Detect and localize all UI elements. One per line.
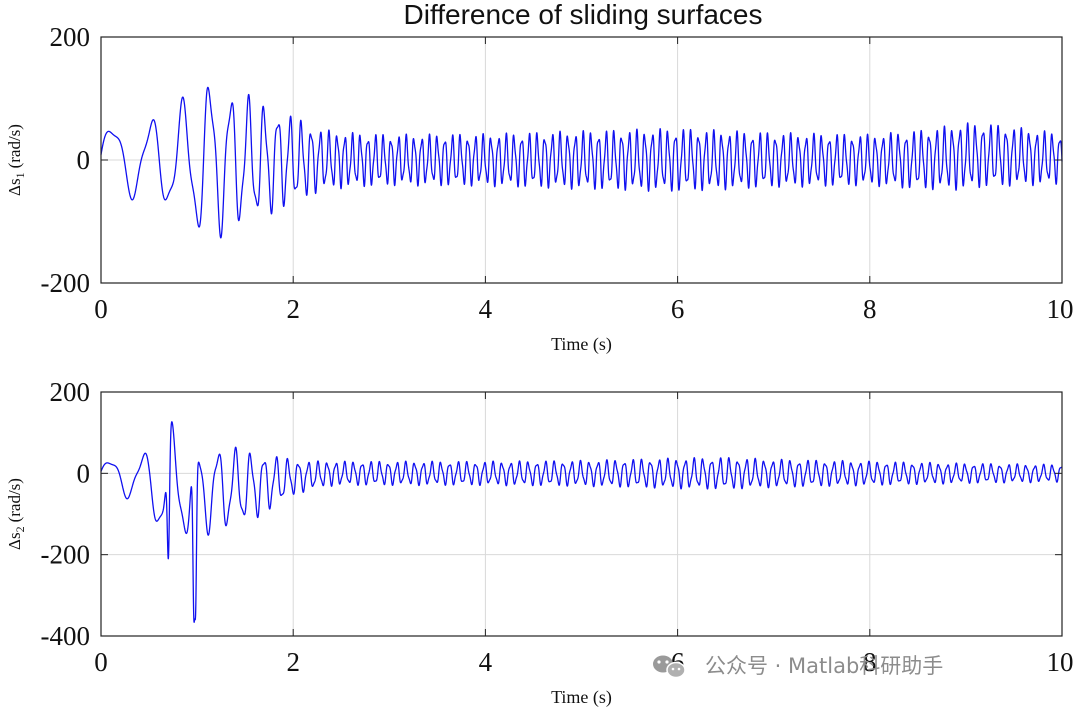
top-yaxis-label: Δs1 (rad/s) bbox=[5, 124, 27, 196]
bottom-xtick-label-4: 8 bbox=[863, 647, 877, 677]
bottom-yaxis-label-unit: (rad/s) bbox=[5, 478, 24, 522]
top-ytick-label-1: 0 bbox=[77, 145, 91, 175]
top-xtick-label-4: 8 bbox=[863, 294, 877, 324]
top-xtick-label-0: 0 bbox=[94, 294, 108, 324]
top-yaxis-label-main: Δs bbox=[5, 178, 24, 196]
bottom-ytick-label-0: -400 bbox=[41, 621, 91, 651]
top-xtick-label-3: 6 bbox=[671, 294, 685, 324]
bottom-xtick-label-2: 4 bbox=[479, 647, 493, 677]
top-xaxis-label: Time (s) bbox=[551, 334, 612, 355]
bottom-ytick-label-2: 0 bbox=[77, 458, 91, 488]
top-ytick-label-2: 200 bbox=[50, 22, 91, 52]
top-xtick-label-1: 2 bbox=[286, 294, 300, 324]
bottom-xtick-label-5: 10 bbox=[1047, 647, 1074, 677]
top-yaxis-label-unit: (rad/s) bbox=[5, 124, 24, 168]
bottom-axes-frame bbox=[100, 391, 1063, 637]
top-ytick-label-0: -200 bbox=[41, 268, 91, 298]
bottom-xtick-label-0: 0 bbox=[94, 647, 108, 677]
bottom-yaxis-label: Δs2 (rad/s) bbox=[5, 478, 27, 550]
bottom-ytick-label-3: 200 bbox=[50, 377, 91, 407]
watermark: 公众号 · Matlab科研助手 bbox=[653, 654, 943, 679]
bottom-xtick-label-1: 2 bbox=[286, 647, 300, 677]
top-series-line-0 bbox=[100, 86, 1063, 239]
top-xtick-label-2: 4 bbox=[479, 294, 493, 324]
bottom-series-line-0 bbox=[100, 421, 1063, 623]
figure-title: Difference of sliding surfaces bbox=[404, 0, 763, 30]
wechat-icon bbox=[653, 655, 686, 679]
bottom-xaxis-label: Time (s) bbox=[551, 687, 612, 708]
bottom-yaxis-label-sub: 2 bbox=[13, 526, 27, 532]
top-xtick-label-5: 10 bbox=[1047, 294, 1074, 324]
bottom-ytick-label-1: -200 bbox=[41, 540, 91, 570]
top-yaxis-label-sub: 1 bbox=[13, 172, 27, 178]
bottom-yaxis-label-main: Δs bbox=[5, 532, 24, 550]
watermark-text: 公众号 · Matlab科研助手 bbox=[705, 654, 943, 678]
